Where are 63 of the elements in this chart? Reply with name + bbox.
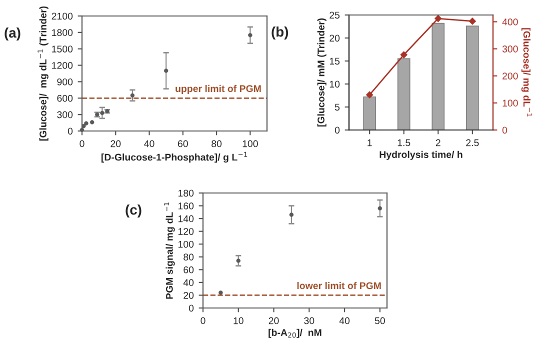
y-axis-title: [Glucose]/ mg dL$^{−1}$ (Trinder) xyxy=(38,6,48,141)
y-tick-label: 1500 xyxy=(52,46,73,52)
y-tick-label: 0 xyxy=(68,128,73,135)
x-axis-title: Hydrolysis time/ h xyxy=(380,150,462,160)
bar xyxy=(363,96,376,130)
y2-tick-label: 0 xyxy=(502,126,508,134)
x-tick-label: 50 xyxy=(374,317,385,324)
y-tick-label: 1800 xyxy=(52,29,73,36)
y-tick-label: 900 xyxy=(57,78,73,86)
x-tick-label: 0 xyxy=(200,317,206,324)
y-tick-label: 15 xyxy=(330,58,340,65)
point xyxy=(366,91,374,98)
y2-tick-label: 100 xyxy=(502,100,518,107)
y-tick-label: 120 xyxy=(178,228,194,235)
x-tick-label: 20 xyxy=(110,140,121,148)
x-tick-label: 1 xyxy=(368,139,372,146)
text: (c) xyxy=(126,204,142,218)
y-tick-label: 20 xyxy=(184,292,194,299)
text: (b) xyxy=(272,26,288,40)
x-tick-label: 40 xyxy=(144,140,154,148)
y-tick-label: 40 xyxy=(183,279,194,286)
y-tick-label: 5 xyxy=(334,104,340,111)
bar xyxy=(397,58,410,130)
y-axis-title: [Glucose]/ mM (Trinder) xyxy=(317,18,326,127)
ref-line-label: upper limit of PGM xyxy=(176,84,261,94)
x-tick-label: 1.5 xyxy=(398,139,410,146)
text: (a) xyxy=(4,28,20,40)
point xyxy=(400,51,408,58)
y-tick-label: 140 xyxy=(178,215,194,222)
y-tick-label: 10 xyxy=(330,80,340,88)
y-tick-label: 0 xyxy=(188,304,194,312)
y2-tick-label: 400 xyxy=(502,18,518,26)
y-tick-label: 2100 xyxy=(52,12,73,20)
x-tick-label: 0 xyxy=(80,140,84,148)
x-tick-label: 30 xyxy=(304,317,314,324)
x-axis-title: [D-Glucose-1-Phosphate]/ g L$^{−1}$ xyxy=(101,152,248,163)
y-tick-label: 180 xyxy=(178,190,194,197)
x-axis-title: [b-A$_{20}$]/ nM xyxy=(268,328,322,338)
x-tick-label: 100 xyxy=(242,140,258,148)
x-tick-label: 20 xyxy=(268,317,279,324)
y-tick-label: 25 xyxy=(330,12,340,19)
bar xyxy=(466,26,479,130)
x-tick-label: 2 xyxy=(436,139,440,146)
y-tick-label: 300 xyxy=(57,111,73,118)
y-axis-title: PGM signal/ mg dL$^{−1}$ xyxy=(164,202,175,299)
point xyxy=(468,18,476,25)
y2-tick-label: 200 xyxy=(502,72,518,80)
ref-line-label: lower limit of PGM xyxy=(297,282,381,290)
y-tick-label: 80 xyxy=(184,254,194,261)
x-tick-label: 80 xyxy=(212,140,222,148)
point xyxy=(434,15,442,22)
y-tick-label: 60 xyxy=(184,266,194,274)
y2-axis-title: [Glucose]/ mg dL$^{−1}$ xyxy=(521,28,532,116)
y-tick-label: 20 xyxy=(330,34,340,42)
y-tick-label: 160 xyxy=(178,202,194,210)
x-tick-label: 2.5 xyxy=(466,139,479,146)
y2-tick-label: 300 xyxy=(502,46,518,52)
x-tick-label: 10 xyxy=(234,317,244,324)
y-tick-label: 1200 xyxy=(52,62,73,69)
y-tick-label: 0 xyxy=(334,126,340,134)
y-tick-label: 600 xyxy=(57,94,73,102)
bar xyxy=(432,22,445,130)
y-tick-label: 100 xyxy=(178,240,194,248)
